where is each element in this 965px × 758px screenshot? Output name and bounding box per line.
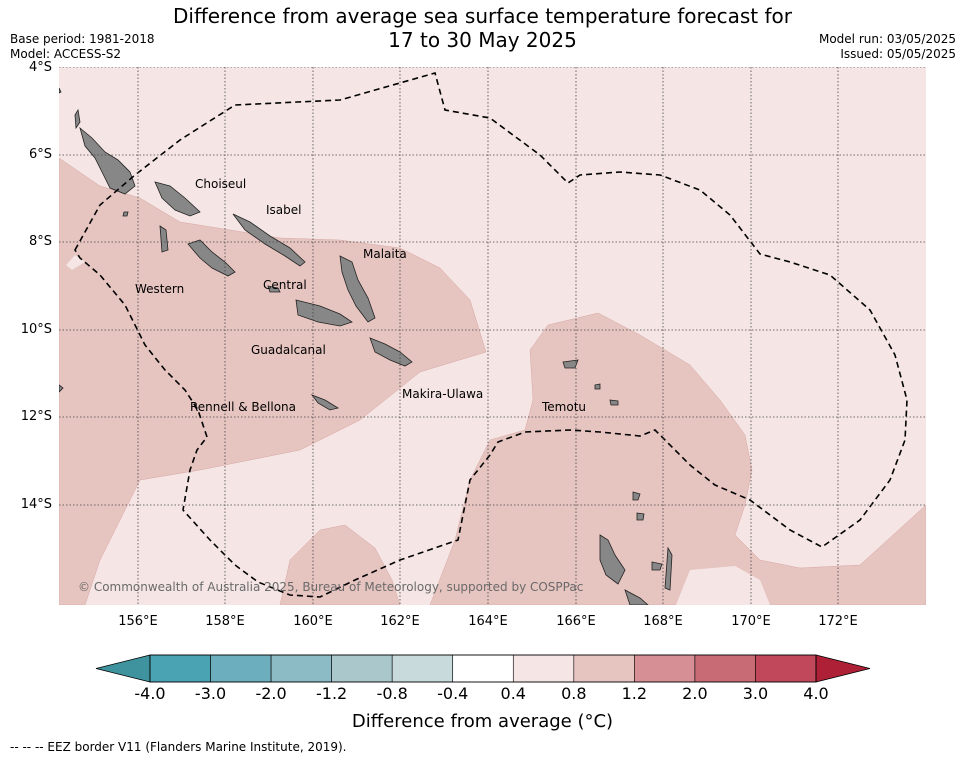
island-isabel bbox=[232, 213, 306, 267]
colorbar bbox=[95, 654, 871, 683]
colorbar-cell bbox=[452, 654, 514, 683]
lat-label-12s: 12°S bbox=[20, 409, 52, 424]
island-makira bbox=[369, 337, 413, 367]
colorbar-cell bbox=[512, 654, 575, 683]
colorbar-tick-label: -2.0 bbox=[255, 684, 287, 703]
region-label-isabel: Isabel bbox=[266, 203, 302, 217]
colorbar-cell bbox=[694, 654, 756, 683]
anomaly-fill-south bbox=[279, 524, 401, 605]
lat-label-4s: 4°S bbox=[28, 60, 52, 75]
colorbar-label: Difference from average (°C) bbox=[351, 711, 614, 732]
lat-label-6s: 6°S bbox=[28, 147, 52, 162]
island-banks bbox=[636, 512, 645, 521]
lon-label-170e: 170°E bbox=[731, 614, 771, 629]
model-run: Model run: 03/05/2025 bbox=[818, 32, 956, 46]
island-temotu-small bbox=[609, 399, 619, 406]
colorbar-tick-label: 1.2 bbox=[621, 684, 648, 703]
island-edge bbox=[59, 384, 64, 393]
island bbox=[74, 108, 81, 130]
colorbar-outline bbox=[149, 654, 817, 683]
meta-left: Base period: 1981-2018 Model: ACCESS-S2 bbox=[10, 32, 155, 62]
region-label-rennell-bellona: Rennell & Bellona bbox=[190, 400, 297, 414]
island-edge bbox=[59, 87, 62, 94]
island-guadalcanal bbox=[295, 299, 353, 327]
colorbar-cell bbox=[391, 654, 454, 683]
colorbar-tick-label: 3.0 bbox=[742, 684, 769, 703]
island-vanuatu-north bbox=[599, 534, 626, 585]
lon-label-158e: 158°E bbox=[205, 614, 245, 629]
island-bougainville bbox=[79, 126, 136, 195]
meta-right: Model run: 03/05/2025 Issued: 05/05/2025 bbox=[819, 32, 956, 62]
island-vanuatu bbox=[624, 589, 649, 605]
anomaly-patch-se bbox=[676, 566, 770, 605]
island-vanuatu-small bbox=[651, 561, 663, 571]
colorbar-tick-label: -1.2 bbox=[316, 684, 348, 703]
lat-label-14s: 14°S bbox=[20, 497, 52, 512]
region-label-western: Western bbox=[135, 282, 185, 296]
island-rennell bbox=[310, 394, 340, 411]
anomaly-fill-west bbox=[59, 157, 487, 605]
anomaly-fill-east bbox=[429, 312, 926, 605]
colorbar-cell bbox=[755, 654, 817, 683]
colorbar-cell bbox=[149, 654, 211, 683]
region-label-malaita: Malaita bbox=[363, 247, 407, 261]
region-label-temotu: Temotu bbox=[542, 400, 587, 414]
base-period: Base period: 1981-2018 bbox=[10, 32, 155, 46]
colorbar-extend-high bbox=[815, 654, 871, 683]
colorbar-cell bbox=[634, 654, 696, 683]
lon-label-164e: 164°E bbox=[468, 614, 508, 629]
colorbar-cell bbox=[270, 654, 332, 683]
island-temotu-small bbox=[594, 383, 601, 390]
island-shortland bbox=[122, 211, 129, 217]
region-label-central: Central bbox=[263, 278, 307, 292]
lon-label-162e: 162°E bbox=[380, 614, 420, 629]
colorbar-cell bbox=[210, 654, 272, 683]
island-malaita bbox=[339, 255, 376, 323]
lon-label-172e: 172°E bbox=[818, 614, 858, 629]
eez-border bbox=[74, 72, 908, 598]
island-western-small bbox=[159, 225, 169, 253]
colorbar-tick-label: 0.4 bbox=[500, 684, 526, 703]
colorbar-tick-label: 2.0 bbox=[682, 684, 708, 703]
colorbar-cell bbox=[573, 654, 635, 683]
lon-label-166e: 166°E bbox=[556, 614, 596, 629]
lon-label-156e: 156°E bbox=[118, 614, 158, 629]
colorbar-tick-label: -4.0 bbox=[134, 684, 166, 703]
colorbar-cell bbox=[331, 654, 393, 683]
colorbar-tick-label: 4.0 bbox=[803, 684, 829, 703]
graticule bbox=[59, 67, 926, 605]
island-choiseul bbox=[154, 181, 201, 217]
lat-label-10s: 10°S bbox=[20, 322, 52, 337]
island-vanuatu bbox=[664, 546, 673, 591]
island-newgeorgia bbox=[187, 239, 236, 277]
region-label-guadalcanal: Guadalcanal bbox=[251, 343, 326, 357]
map-title-line2: 17 to 30 May 2025 bbox=[388, 28, 577, 52]
colorbar-tick-label: -0.4 bbox=[437, 684, 469, 703]
issued-date: Issued: 05/05/2025 bbox=[840, 47, 956, 61]
lat-label-8s: 8°S bbox=[28, 234, 52, 249]
eez-footnote: -- -- -- EEZ border V11 (Flanders Marine… bbox=[10, 740, 347, 754]
colorbar-cells bbox=[149, 654, 817, 683]
lon-label-168e: 168°E bbox=[643, 614, 683, 629]
colorbar-tick-label: -0.8 bbox=[376, 684, 408, 703]
colorbar-tick-label: 0.8 bbox=[561, 684, 587, 703]
island-central bbox=[267, 285, 281, 293]
lon-label-160e: 160°E bbox=[293, 614, 333, 629]
copyright-notice: © Commonwealth of Australia 2025, Bureau… bbox=[78, 580, 584, 594]
colorbar-extend-low bbox=[95, 654, 151, 683]
landmasses bbox=[59, 87, 673, 605]
region-label-choiseul: Choiseul bbox=[195, 177, 247, 191]
colorbar-ticks: -4.0 -3.0 -2.0 -1.2 -0.8 -0.4 0.4 0.8 1.2 2.0 3.0 4… bbox=[0, 684, 965, 706]
region-label-makira-ulawa: Makira-Ulawa bbox=[402, 387, 484, 401]
island-santacruz bbox=[562, 359, 579, 369]
colorbar-tick-label: -3.0 bbox=[194, 684, 227, 703]
island-banks bbox=[632, 491, 641, 501]
map-title-line1: Difference from average sea surface temp… bbox=[172, 4, 792, 28]
model-name: Model: ACCESS-S2 bbox=[10, 47, 122, 61]
